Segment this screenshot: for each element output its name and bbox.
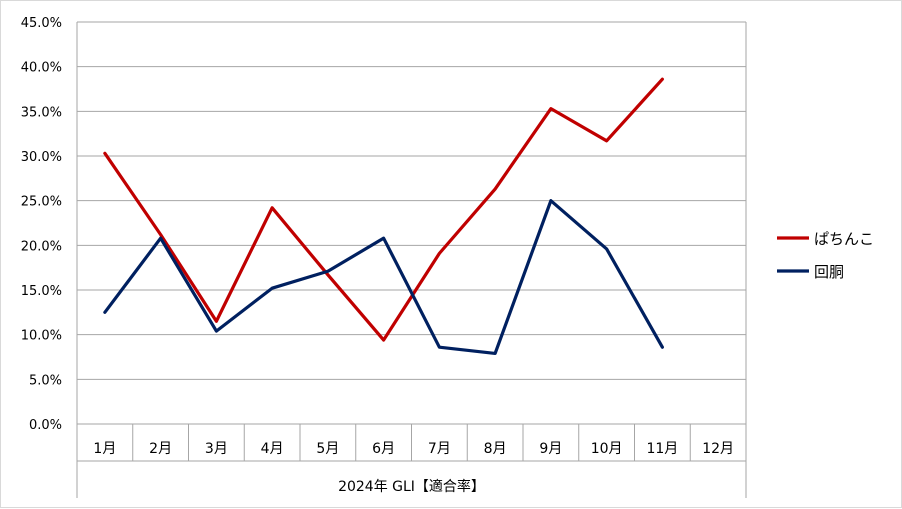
y-tick-label: 40.0% — [21, 61, 62, 76]
y-tick-label: 15.0% — [21, 284, 62, 299]
y-tick-label: 35.0% — [21, 105, 62, 120]
legend-label: 回胴 — [814, 263, 844, 281]
x-tick-label: 5月 — [316, 441, 339, 457]
x-tick-label: 11月 — [646, 441, 678, 457]
x-tick-label: 9月 — [539, 441, 562, 457]
legend-label: ぱちんこ — [814, 230, 874, 248]
y-tick-label: 10.0% — [21, 329, 62, 344]
y-tick-label: 30.0% — [21, 150, 62, 165]
x-tick-label: 3月 — [205, 441, 228, 457]
y-tick-label: 45.0% — [21, 16, 62, 31]
y-tick-label: 5.0% — [29, 373, 62, 388]
y-tick-label: 25.0% — [21, 195, 62, 210]
y-tick-label: 20.0% — [21, 239, 62, 254]
series-line-1 — [105, 79, 663, 340]
x-axis-title: 2024年 GLI【適合率】 — [338, 478, 485, 495]
x-tick-label: 12月 — [702, 441, 734, 457]
x-tick-label: 1月 — [93, 441, 116, 457]
x-tick-label: 2月 — [149, 441, 172, 457]
y-tick-label: 0.0% — [29, 418, 62, 433]
x-tick-label: 7月 — [428, 441, 451, 457]
x-tick-label: 4月 — [261, 441, 284, 457]
x-tick-label: 8月 — [484, 441, 507, 457]
x-tick-label: 10月 — [591, 441, 623, 457]
x-tick-label: 6月 — [372, 441, 395, 457]
